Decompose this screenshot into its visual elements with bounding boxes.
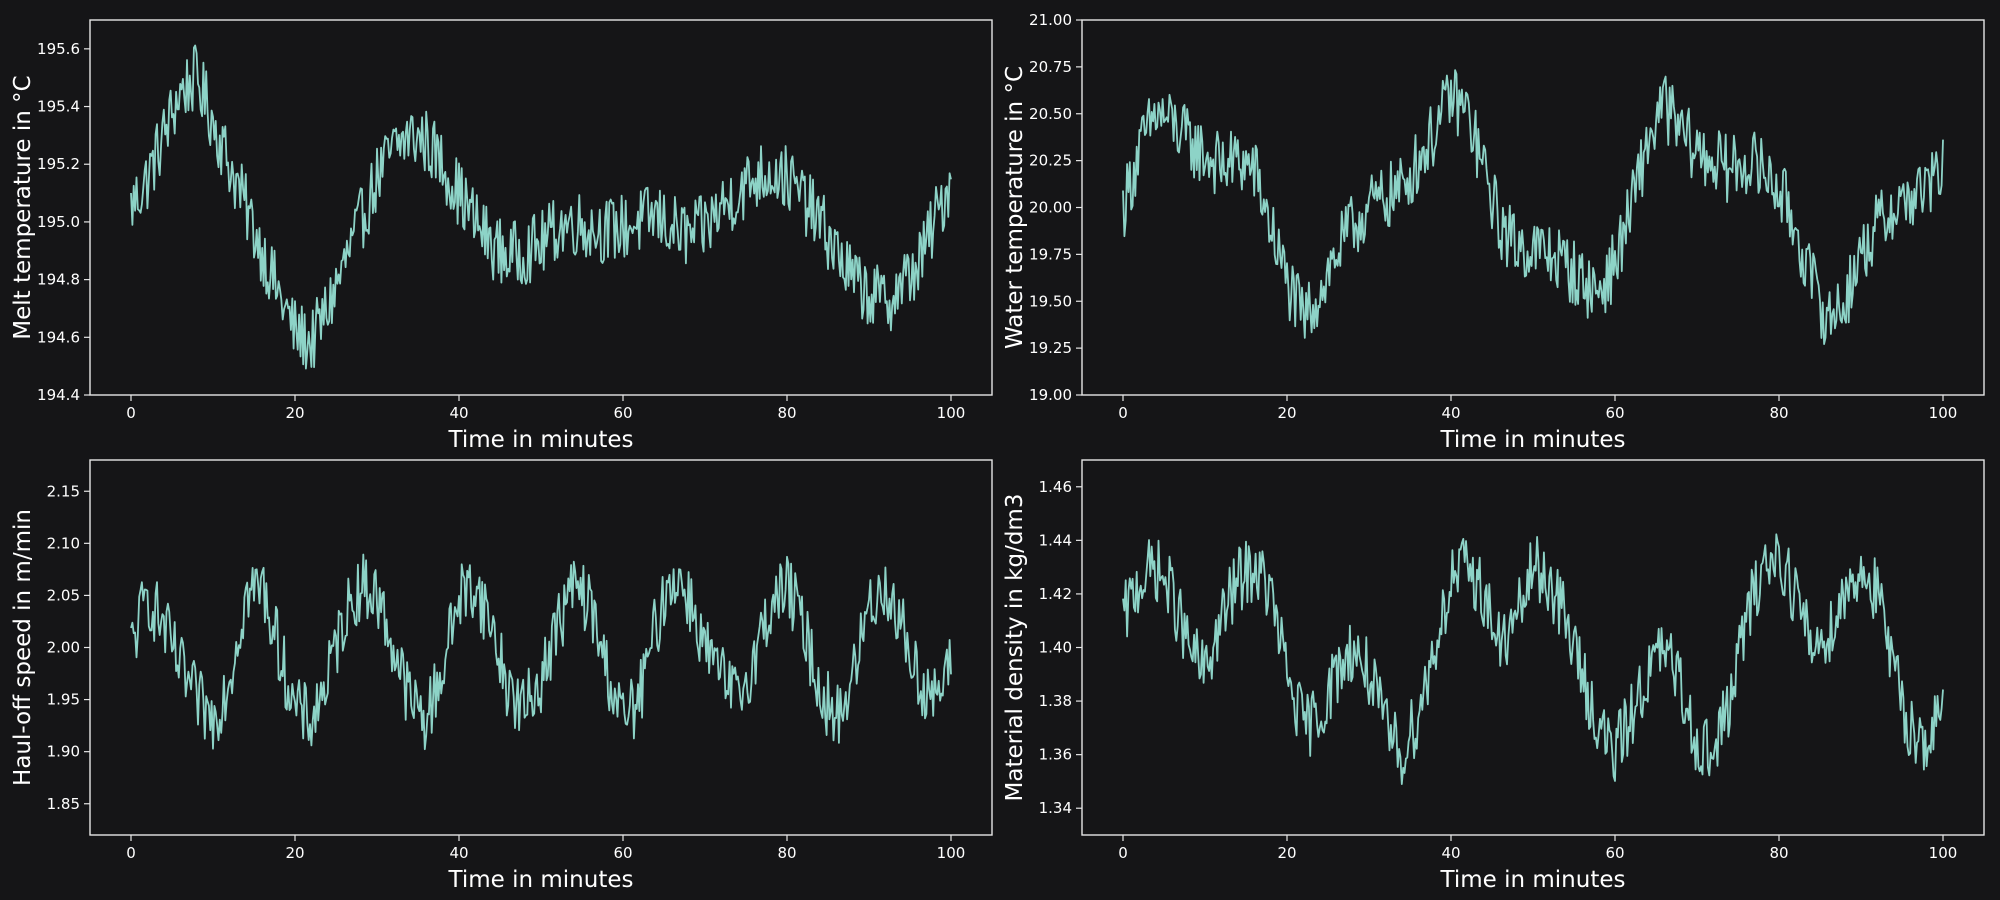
x-tick-label: 60 bbox=[1605, 844, 1624, 862]
y-tick-label: 1.85 bbox=[47, 795, 80, 813]
x-tick-label: 20 bbox=[285, 404, 304, 422]
x-axis-label: Time in minutes bbox=[1440, 867, 1626, 893]
y-tick-label: 20.50 bbox=[1029, 105, 1072, 123]
x-tick-label: 60 bbox=[1605, 404, 1624, 422]
plot-frame bbox=[89, 19, 993, 396]
series-line-3 bbox=[130, 553, 952, 751]
y-tick-label: 1.90 bbox=[47, 743, 80, 761]
y-axis-label: Water temperature in °C bbox=[1002, 66, 1028, 349]
y-tick-label: 1.40 bbox=[1039, 639, 1072, 657]
series-line-4 bbox=[1122, 533, 1944, 785]
x-tick-label: 40 bbox=[449, 404, 468, 422]
y-tick-label: 1.36 bbox=[1039, 746, 1072, 764]
y-tick-label: 19.50 bbox=[1029, 292, 1072, 310]
chart-panel-1: 0 20 40 60 80 100 194.4 194.6 194.8 195.0 195.2 195… bbox=[10, 19, 993, 453]
x-tick-label: 0 bbox=[1118, 844, 1128, 862]
y-tick-label: 1.42 bbox=[1039, 585, 1072, 603]
y-tick-label: 19.00 bbox=[1029, 386, 1072, 404]
y-tick-label: 2.05 bbox=[47, 586, 80, 604]
y-tick-label: 195.4 bbox=[37, 98, 80, 116]
series-line-1 bbox=[130, 44, 952, 370]
y-tick-label: 194.4 bbox=[37, 386, 80, 404]
x-tick-label: 100 bbox=[937, 844, 966, 862]
y-tick-label: 20.00 bbox=[1029, 199, 1072, 217]
x-tick-label: 20 bbox=[1277, 404, 1296, 422]
y-tick-label: 2.00 bbox=[47, 639, 80, 657]
x-tick-label: 80 bbox=[1769, 404, 1788, 422]
x-tick-label: 80 bbox=[777, 844, 796, 862]
x-tick-label: 40 bbox=[1441, 844, 1460, 862]
y-axis-label: Haul-off speed in m/min bbox=[10, 509, 36, 786]
plot-frame bbox=[89, 459, 993, 836]
x-tick-label: 0 bbox=[126, 844, 136, 862]
chart-panel-3: 0 20 40 60 80 100 1.85 1.90 1.95 2.00 2.05 2.10 2.15… bbox=[10, 459, 993, 893]
y-tick-label: 1.95 bbox=[47, 691, 80, 709]
y-tick-label: 1.34 bbox=[1039, 799, 1072, 817]
x-tick-label: 40 bbox=[1441, 404, 1460, 422]
y-tick-label: 194.6 bbox=[37, 328, 80, 346]
y-tick-label: 21.00 bbox=[1029, 11, 1072, 29]
x-tick-label: 0 bbox=[126, 404, 136, 422]
y-tick-label: 195.0 bbox=[37, 213, 80, 231]
y-tick-label: 20.25 bbox=[1029, 152, 1072, 170]
x-tick-label: 60 bbox=[613, 844, 632, 862]
plot-frame bbox=[1081, 19, 1985, 396]
x-tick-label: 100 bbox=[1929, 844, 1958, 862]
x-tick-label: 40 bbox=[449, 844, 468, 862]
y-tick-label: 194.8 bbox=[37, 271, 80, 289]
y-tick-label: 195.6 bbox=[37, 40, 80, 58]
x-tick-label: 20 bbox=[1277, 844, 1296, 862]
x-tick-label: 100 bbox=[937, 404, 966, 422]
x-axis-label: Time in minutes bbox=[1440, 427, 1626, 453]
x-tick-label: 20 bbox=[285, 844, 304, 862]
y-tick-label: 195.2 bbox=[37, 155, 80, 173]
y-tick-label: 2.15 bbox=[47, 482, 80, 500]
y-tick-label: 20.75 bbox=[1029, 58, 1072, 76]
chart-panel-4: 0 20 40 60 80 100 1.34 1.36 1.38 1.40 1.42 1.44 1.46… bbox=[1002, 459, 1985, 893]
y-axis-label: Material density in kg/dm3 bbox=[1002, 494, 1028, 802]
x-axis-label: Time in minutes bbox=[448, 427, 634, 453]
x-tick-label: 100 bbox=[1929, 404, 1958, 422]
y-tick-label: 1.46 bbox=[1039, 478, 1072, 496]
series-line-2 bbox=[1122, 69, 1944, 346]
x-tick-label: 80 bbox=[777, 404, 796, 422]
y-tick-label: 19.25 bbox=[1029, 339, 1072, 357]
y-tick-label: 19.75 bbox=[1029, 245, 1072, 263]
y-tick-label: 2.10 bbox=[47, 534, 80, 552]
y-axis-label: Melt temperature in °C bbox=[10, 75, 36, 339]
x-axis-label: Time in minutes bbox=[448, 867, 634, 893]
x-tick-label: 60 bbox=[613, 404, 632, 422]
chart-panel-2: 0 20 40 60 80 100 19.00 19.25 19.50 19.75 20.00 20.… bbox=[1002, 11, 1985, 453]
y-tick-label: 1.44 bbox=[1039, 531, 1072, 549]
x-tick-label: 0 bbox=[1118, 404, 1128, 422]
y-tick-label: 1.38 bbox=[1039, 692, 1072, 710]
x-tick-label: 80 bbox=[1769, 844, 1788, 862]
